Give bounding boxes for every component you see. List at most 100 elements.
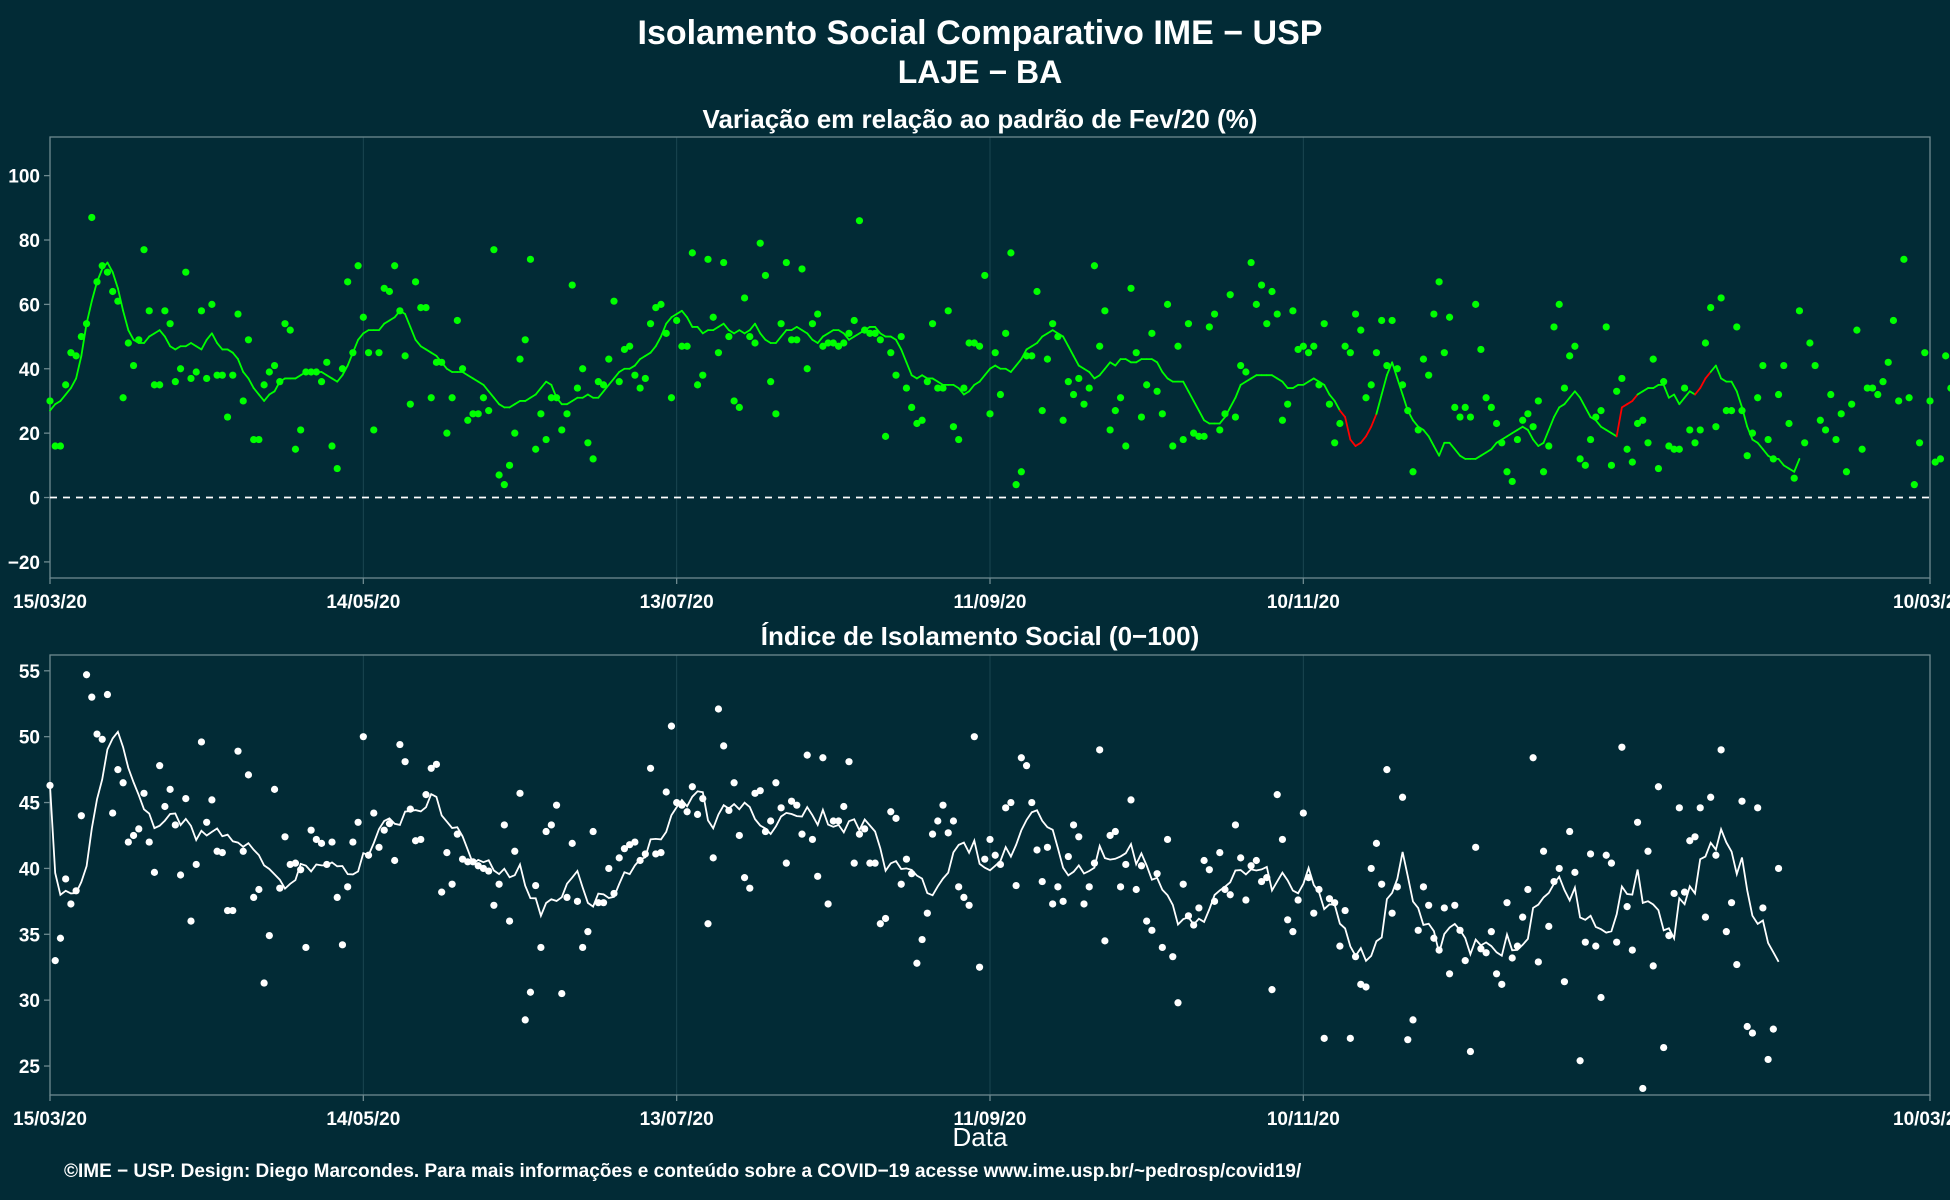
data-point: [667, 394, 676, 402]
trend-segment: [357, 332, 365, 341]
data-point: [704, 920, 712, 928]
data-point: [1012, 881, 1020, 890]
data-point: [657, 849, 665, 857]
data-point: [767, 817, 775, 825]
data-point: [584, 439, 592, 447]
trend-segment: [226, 348, 234, 354]
trend-segment: [268, 390, 276, 396]
trend-segment: [1025, 345, 1033, 351]
trend-segment: [566, 400, 574, 406]
trend-segment: [1683, 390, 1691, 399]
data-point: [1200, 432, 1208, 440]
trend-segment: [801, 329, 809, 335]
data-point: [82, 671, 91, 679]
trend-segment: [759, 332, 767, 341]
trend-segment: [654, 335, 662, 348]
data-point: [51, 442, 59, 450]
trend-segment: [1344, 416, 1352, 441]
data-point: [88, 693, 96, 701]
trend-segment: [1636, 390, 1644, 396]
data-point: [693, 810, 702, 819]
data-point: [1738, 797, 1746, 805]
data-point: [1774, 390, 1783, 399]
data-point: [1931, 458, 1939, 466]
data-point: [260, 979, 268, 987]
data-point: [756, 239, 764, 247]
trend-segment: [680, 309, 689, 319]
data-point: [1210, 310, 1219, 318]
trend-segment: [445, 367, 454, 373]
trend-segment: [1584, 406, 1592, 418]
data-point: [793, 336, 801, 344]
trend-segment: [936, 380, 944, 386]
data-point: [1607, 859, 1616, 867]
data-point: [599, 899, 608, 907]
data-point: [270, 361, 279, 370]
data-point: [1231, 413, 1240, 421]
trend-segment: [1124, 358, 1132, 364]
data-point: [385, 820, 394, 828]
trend-segment: [670, 313, 678, 319]
data-point: [850, 316, 858, 325]
data-point: [834, 817, 843, 825]
trend-segment: [325, 374, 333, 380]
data-point: [526, 988, 535, 996]
data-point: [422, 791, 430, 799]
trend-segment: [764, 338, 772, 344]
data-point: [1665, 442, 1673, 450]
data-point: [281, 320, 289, 328]
data-point: [845, 329, 853, 337]
trend-segment: [1777, 457, 1785, 467]
trend-segment: [811, 338, 819, 344]
data-point: [56, 934, 65, 942]
data-point: [98, 735, 106, 743]
data-point: [1560, 978, 1569, 986]
data-point: [1357, 326, 1365, 334]
y-tick-label: 25: [19, 1057, 41, 1078]
trend-segment: [1485, 448, 1493, 454]
trend-segment: [1793, 457, 1801, 473]
data-point: [244, 336, 253, 344]
data-point: [490, 901, 498, 909]
trend-segment: [1600, 425, 1608, 431]
trend-segment: [252, 387, 260, 396]
trend-segment: [184, 342, 192, 348]
data-point: [1461, 403, 1469, 411]
data-point: [1519, 913, 1527, 921]
trend-segment: [712, 326, 720, 332]
data-point: [135, 825, 143, 833]
trend-segment: [1323, 383, 1331, 396]
trend-segment: [174, 345, 182, 351]
data-point: [1764, 1055, 1772, 1064]
data-point: [1059, 416, 1067, 424]
data-point: [615, 854, 623, 862]
data-point: [1675, 445, 1683, 453]
data-point: [244, 771, 253, 779]
data-point: [840, 339, 848, 347]
trend-segment: [853, 332, 861, 338]
y-tick-label: 40: [19, 859, 40, 880]
data-point: [730, 779, 738, 787]
data-point: [714, 705, 723, 713]
trend-segment: [597, 390, 605, 399]
data-point: [1320, 1034, 1328, 1042]
trend-segment: [1380, 374, 1388, 396]
trend-segment: [1244, 377, 1253, 383]
data-point: [56, 442, 65, 450]
data-point: [1597, 407, 1605, 415]
data-point: [594, 378, 602, 386]
data-point: [688, 249, 696, 257]
data-point: [1184, 320, 1193, 328]
data-point: [150, 381, 159, 389]
data-point: [1132, 885, 1140, 894]
trend-segment: [1432, 445, 1441, 457]
data-point: [140, 246, 148, 254]
data-point: [547, 394, 555, 402]
data-point: [1571, 868, 1579, 876]
data-point: [458, 365, 467, 373]
trend-segment: [419, 345, 427, 351]
trend-segment: [1673, 393, 1681, 406]
data-point: [1263, 320, 1271, 328]
trend-segment: [263, 393, 271, 402]
